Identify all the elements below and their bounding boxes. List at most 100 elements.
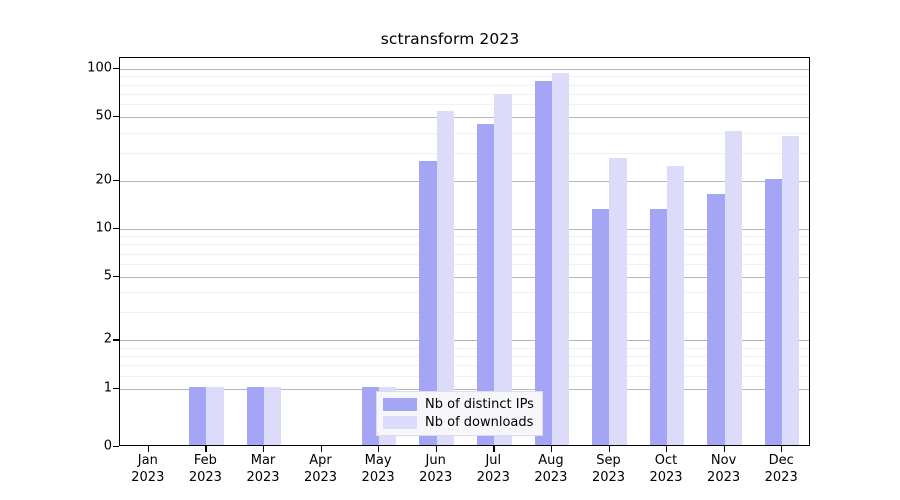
x-tick-mark [205,446,207,452]
legend-item[interactable]: Nb of distinct IPs [383,397,534,412]
x-tick-year: 2023 [246,470,280,485]
gridline-minor [120,292,809,294]
bar-oct-ips [649,208,668,445]
bar-jun-downloads [436,111,454,445]
legend-swatch-icon [383,416,417,429]
bar-group [419,58,454,445]
gridline-major [120,69,809,70]
y-tick-mark [113,339,119,341]
bar-group [764,58,800,445]
bar-group [246,58,282,445]
x-tick-month: Aug [538,453,564,468]
gridline-major [120,340,809,342]
x-tick-mark [608,446,610,452]
x-tick-month: Jun [425,453,446,468]
y-tick-mark [113,179,119,181]
bar-nov-ips [707,194,725,445]
y-tick-label: 5 [103,268,112,284]
bar-feb-ips [189,386,207,445]
gridline-minor [120,152,809,154]
x-tick-mark [493,446,495,452]
x-tick-month: Oct [654,453,678,468]
x-tick-label: Aug 2023 [534,452,567,486]
x-tick-mark [263,446,265,452]
y-tick-label: 20 [95,172,112,188]
bar-aug-downloads [551,72,570,445]
bar-group [304,58,339,445]
bar-jul-ips [477,124,495,445]
y-tick-label: 0 [103,438,112,454]
y-tick-mark [113,68,119,70]
x-tick-mark [666,446,668,452]
y-tick-mark [113,446,119,448]
y-tick-mark [113,387,119,389]
y-tick-mark [113,116,119,118]
gridline-minor [120,253,809,255]
x-tick-label: Feb 2023 [189,452,222,486]
x-tick-month: Apr [309,453,332,468]
chart-legend: Nb of distinct IPs Nb of downloads [376,391,543,436]
bar-group [534,58,570,445]
x-tick-year: 2023 [649,470,683,485]
x-tick-year: 2023 [303,470,338,485]
y-tick-mark [113,227,119,229]
bar-sep-ips [592,208,610,445]
bar-sep-downloads [609,157,627,445]
gridline-minor [120,93,809,95]
x-tick-year: 2023 [361,470,395,485]
bar-jun-ips [419,160,437,445]
gridline-minor [120,375,809,377]
legend-swatch-icon [383,398,417,411]
gridlines [120,58,809,445]
gridline-minor [120,365,809,367]
y-axis: 0 1 2 5 10 20 50 100 [60,0,112,500]
gridline-minor [120,132,809,134]
x-tick-label: Jun 2023 [419,452,452,486]
bar-may-ips [361,386,380,445]
legend-item[interactable]: Nb of downloads [383,415,534,430]
x-tick-month: Feb [193,453,217,468]
x-tick-label: Dec 2023 [765,452,798,486]
x-tick-year: 2023 [764,470,798,485]
x-tick-label: Sep 2023 [592,452,625,486]
bar-jul-downloads [494,93,512,445]
y-tick-label: 10 [95,220,112,236]
bar-group [707,58,742,445]
gridline-major [120,117,809,119]
x-tick-label: May 2023 [362,452,395,486]
bar-feb-downloads [206,386,224,445]
bar-group [592,58,627,445]
bars-layer [120,58,809,445]
gridline-minor [120,312,809,314]
y-tick-label: 2 [103,331,112,347]
legend-label: Nb of distinct IPs [425,397,534,412]
y-tick-label: 50 [95,108,112,124]
bar-group [649,58,685,445]
x-tick-label: Jan 2023 [131,452,164,486]
x-tick-month: Sep [596,453,621,468]
bar-aug-ips [534,80,552,445]
gridline-minor [120,264,809,266]
x-tick-year: 2023 [419,470,453,485]
gridline-minor [120,76,809,78]
x-tick-mark [147,446,150,452]
x-tick-mark [378,446,380,452]
x-tick-label: Apr 2023 [304,452,337,486]
x-tick-year: 2023 [534,470,568,485]
bar-dec-downloads [782,136,800,445]
gridline-major [120,180,809,182]
gridline-minor [120,355,809,357]
x-tick-mark [781,446,783,452]
y-tick-label: 1 [103,380,112,395]
gridline-minor [120,236,809,237]
x-tick-label: Nov 2023 [707,452,740,486]
x-tick-year: 2023 [188,470,222,485]
plot-area [119,57,810,446]
bar-group [361,58,397,445]
x-tick-label: Jul 2023 [477,452,510,486]
gridline-minor [120,244,809,246]
x-tick-month: May [364,453,392,468]
gridline-minor [120,84,809,86]
bar-group [189,58,224,445]
chart-title: sctransform 2023 [380,30,520,48]
